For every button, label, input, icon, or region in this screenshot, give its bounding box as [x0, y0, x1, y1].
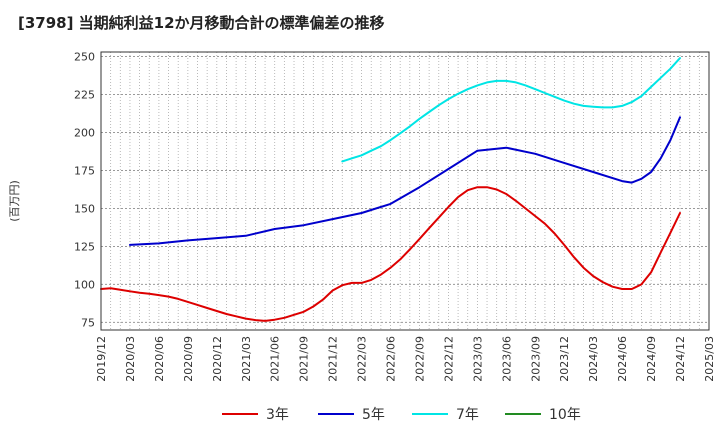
x-tick-label: 2021/12: [327, 336, 340, 382]
plot-area-border: [100, 51, 710, 331]
series-line-5年: [129, 116, 681, 246]
x-tick-label: 2023/03: [471, 336, 484, 382]
y-tick-label: 225: [74, 89, 95, 102]
x-tick-label: 2022/12: [442, 336, 455, 382]
x-tick-label: 2022/09: [413, 336, 426, 382]
y-tick-label: 175: [74, 164, 95, 177]
y-tick-label: 100: [74, 278, 95, 291]
legend: 3年 5年 7年 10年: [222, 407, 581, 423]
x-axis: 2019/12 2020/03 2020/06 2020/09 2020/12 2021/…: [95, 336, 716, 382]
legend-label: 7年: [456, 407, 479, 423]
x-tick-label: 2020/09: [182, 336, 195, 382]
x-tick-label: 2024/03: [587, 336, 600, 382]
y-tick-label: 125: [74, 240, 95, 253]
x-tick-label: 2019/12: [95, 336, 108, 382]
x-tick-label: 2021/03: [240, 336, 253, 382]
legend-label: 10年: [549, 407, 581, 423]
x-tick-label: 2022/06: [385, 336, 398, 382]
x-tick-label: 2024/06: [616, 336, 629, 382]
x-tick-label: 2020/12: [211, 336, 224, 382]
x-tick-label: 2023/12: [558, 336, 571, 382]
series-line-3年: [100, 186, 681, 322]
x-tick-label: 2023/09: [529, 336, 542, 382]
x-tick-label: 2020/06: [153, 336, 166, 382]
x-tick-label: 2023/06: [500, 336, 513, 382]
y-axis: 75 100 125 150 175 200 225 250: [74, 51, 95, 330]
chart-title: [3798] 当期純利益12か月移動合計の標準偏差の推移: [18, 14, 385, 32]
x-tick-label: 2021/06: [269, 336, 282, 382]
grid-layer: [100, 52, 710, 330]
x-tick-label: 2024/09: [645, 336, 658, 382]
x-tick-label: 2021/09: [298, 336, 311, 382]
x-tick-label: 2025/03: [703, 336, 716, 382]
legend-label: 3年: [266, 407, 289, 423]
y-tick-label: 75: [81, 316, 95, 329]
y-tick-label: 150: [74, 202, 95, 215]
legend-label: 5年: [362, 407, 385, 423]
y-tick-label: 250: [74, 51, 95, 64]
x-tick-label: 2024/12: [674, 336, 687, 382]
x-tick-label: 2020/03: [124, 336, 137, 382]
y-axis-label: (百万円): [8, 180, 21, 222]
y-tick-label: 200: [74, 127, 95, 140]
series-layer: [100, 57, 681, 322]
x-tick-label: 2022/03: [356, 336, 369, 382]
series-line-7年: [341, 57, 681, 163]
